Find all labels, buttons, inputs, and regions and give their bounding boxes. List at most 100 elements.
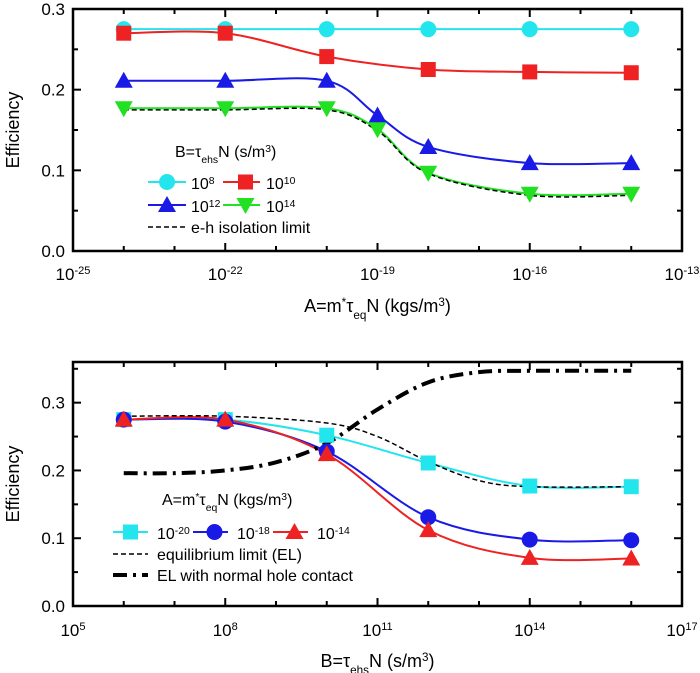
square-marker bbox=[116, 25, 132, 41]
legend-title: A=m*τeqN (kgs/m3) bbox=[162, 492, 292, 514]
triangle-down-marker bbox=[114, 101, 133, 118]
triangle-down-marker bbox=[419, 165, 438, 182]
x-tick-label: 1017 bbox=[666, 621, 697, 640]
circle-marker bbox=[521, 21, 538, 38]
series-markers-1 bbox=[115, 411, 640, 549]
circle-marker bbox=[420, 509, 437, 526]
x-axis-title: A=m*τeqN (kgs/m3) bbox=[304, 296, 451, 322]
legend-entry: 1012 bbox=[148, 196, 221, 216]
y-tick-label: 0.2 bbox=[41, 81, 65, 100]
legend-label-part: 12 bbox=[209, 199, 221, 210]
x-axis-title-part: 3 bbox=[422, 651, 429, 664]
x-axis-title-part: ) bbox=[445, 296, 451, 316]
square-marker bbox=[217, 25, 233, 41]
y-tick-label: 0.3 bbox=[41, 394, 65, 413]
circle-marker bbox=[159, 174, 175, 190]
x-tick-label-part: -16 bbox=[531, 265, 547, 277]
x-axis-title-part: * bbox=[342, 296, 347, 309]
legend-title-part: ) bbox=[287, 492, 292, 509]
x-tick-label: 105 bbox=[60, 621, 85, 640]
x-axis-title-part: N (s/m bbox=[369, 651, 422, 671]
legend-label-part: 10 bbox=[284, 176, 296, 187]
x-axis-title-part: ehs bbox=[350, 664, 369, 673]
triangle-up-marker bbox=[285, 523, 304, 539]
x-tick-label-part: 10 bbox=[514, 621, 533, 640]
x-tick-label-part: 10 bbox=[665, 265, 684, 284]
x-tick-label-part: 11 bbox=[381, 621, 392, 633]
top-panel: 10-25 10-22 10-19 10-16 10-130.00.10.20.3A=m… bbox=[3, 0, 699, 322]
legend-label: e-h isolation limit bbox=[191, 220, 311, 237]
circle-marker bbox=[521, 531, 538, 548]
legend-title: B=τehsN (s/m3) bbox=[175, 144, 276, 166]
triangle-down-marker bbox=[368, 122, 387, 139]
circle-marker bbox=[623, 21, 640, 38]
x-tick-label-part: 10 bbox=[208, 265, 227, 284]
legend-title-part: * bbox=[195, 492, 199, 503]
series-markers-2 bbox=[114, 410, 641, 566]
legend-title-part: 3 bbox=[265, 144, 271, 155]
triangle-up-marker bbox=[520, 548, 539, 565]
x-tick-label-part: 10 bbox=[56, 265, 75, 284]
legend-label-part: 10 bbox=[191, 176, 209, 193]
series-markers-0 bbox=[116, 412, 639, 495]
square-marker bbox=[238, 174, 253, 190]
triangle-up-marker bbox=[419, 521, 438, 538]
legend-label: 1012 bbox=[191, 199, 221, 217]
x-tick-label-part: 10 bbox=[213, 621, 232, 640]
legend-label: 1010 bbox=[266, 176, 296, 194]
legend-entry: equilibrium limit (EL) bbox=[113, 547, 302, 564]
triangle-up-marker bbox=[114, 71, 133, 88]
x-tick-label: 108 bbox=[213, 621, 238, 640]
legend-title-part: N (s/m bbox=[218, 144, 265, 161]
x-axis-title-part: 3 bbox=[438, 296, 445, 309]
series-line-4 bbox=[123, 368, 632, 476]
series-line-1 bbox=[123, 30, 632, 74]
circle-marker bbox=[623, 532, 640, 549]
square-marker bbox=[319, 427, 335, 443]
triangle-up-marker bbox=[317, 71, 336, 88]
triangle-up-marker bbox=[419, 137, 438, 154]
legend-label: 10-18 bbox=[237, 526, 270, 544]
triangle-up-marker bbox=[317, 445, 336, 462]
legend-title-part: A=m bbox=[162, 492, 195, 509]
triangle-down-marker bbox=[216, 101, 235, 118]
y-tick-label: 0.1 bbox=[41, 529, 65, 548]
legend-title-part: 3 bbox=[281, 492, 287, 503]
legend-entry: 10-18 bbox=[193, 524, 270, 543]
x-tick-label-part: 10 bbox=[360, 265, 379, 284]
legend-title-part: ) bbox=[271, 144, 276, 161]
x-tick-label-part: 5 bbox=[79, 621, 85, 633]
circle-marker bbox=[318, 21, 335, 38]
x-tick-label: 10-13 bbox=[665, 265, 700, 284]
triangle-down-marker bbox=[317, 101, 336, 118]
y-axis-title: Efficiency bbox=[3, 92, 23, 169]
square-marker bbox=[623, 65, 639, 81]
legend-label: 10-14 bbox=[317, 526, 350, 544]
x-tick-label-part: -13 bbox=[683, 265, 699, 277]
x-tick-label: 10-22 bbox=[208, 265, 243, 284]
square-marker bbox=[420, 62, 436, 77]
x-tick-label-part: 10 bbox=[60, 621, 79, 640]
square-marker bbox=[123, 524, 138, 540]
triangle-up-marker bbox=[622, 549, 641, 566]
x-axis-title-part: B=τ bbox=[320, 651, 350, 671]
y-tick-label: 0.0 bbox=[41, 597, 65, 616]
triangle-up-marker bbox=[158, 196, 176, 212]
x-axis-title-part: ) bbox=[429, 651, 435, 671]
triangle-up-marker bbox=[520, 154, 539, 171]
circle-marker bbox=[420, 21, 437, 38]
x-tick-label-part: 10 bbox=[666, 621, 685, 640]
x-axis-title-part: eq bbox=[353, 309, 366, 322]
x-tick-label-part: -22 bbox=[227, 265, 243, 277]
legend-label: 1014 bbox=[266, 199, 296, 217]
legend-entry: 10-14 bbox=[273, 523, 350, 543]
triangle-up-marker bbox=[216, 410, 235, 427]
y-axis-title: Efficiency bbox=[3, 446, 23, 523]
x-tick-label-part: 17 bbox=[685, 621, 697, 633]
square-marker bbox=[522, 478, 538, 494]
legend-label-part: -20 bbox=[175, 526, 190, 537]
legend-entry: 108 bbox=[148, 174, 215, 193]
x-tick-label: 10-16 bbox=[512, 265, 547, 284]
legend-title-part: ehs bbox=[201, 155, 218, 166]
